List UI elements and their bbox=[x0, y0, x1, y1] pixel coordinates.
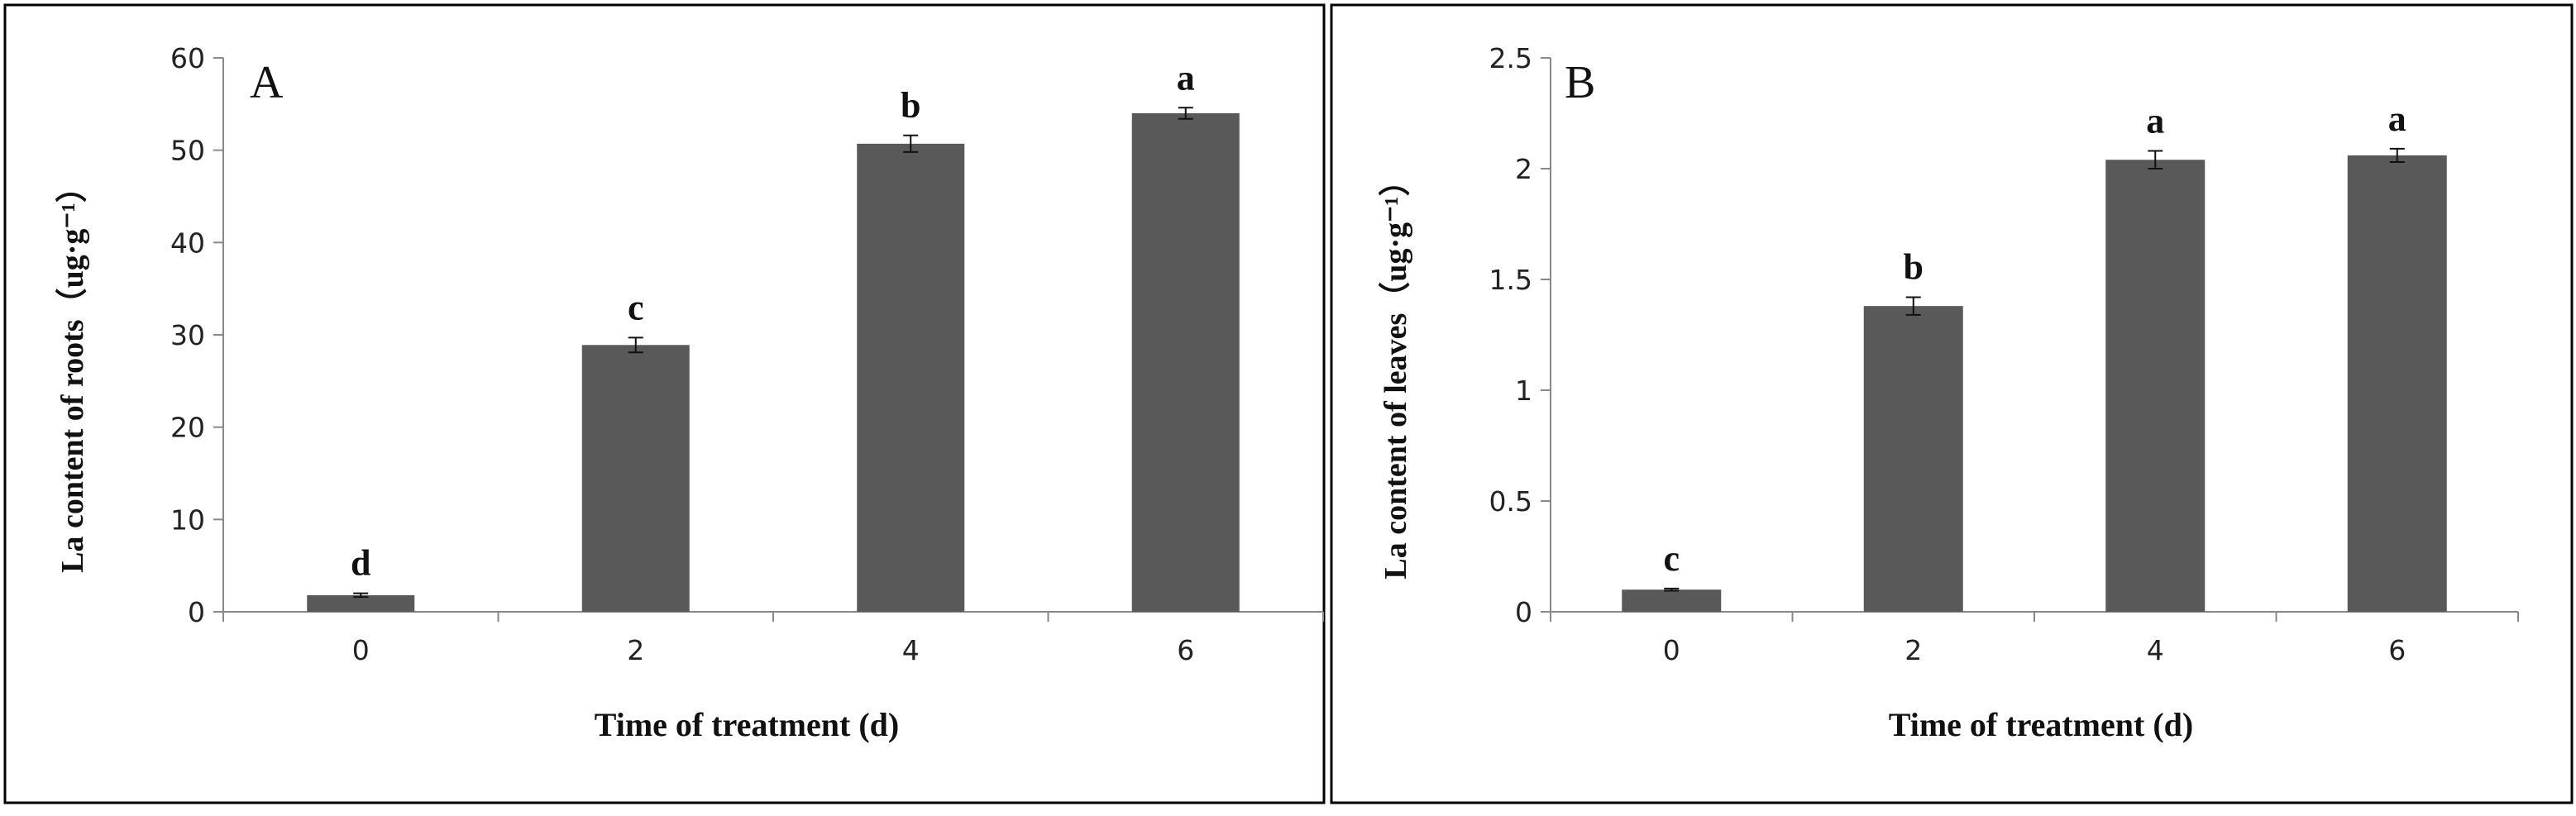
y-tick-label: 20 bbox=[170, 412, 205, 444]
x-tick-label: 0 bbox=[1663, 634, 1680, 666]
bar bbox=[1622, 589, 1722, 612]
panel-b-plot-area: 0 0.5 1 1.5 2 2.5 c 0 b 2 a 4 a 6 bbox=[1489, 42, 2519, 666]
significance-label: b bbox=[901, 85, 920, 126]
x-tick-label: 4 bbox=[2147, 634, 2164, 666]
y-tick-label: 30 bbox=[170, 319, 205, 351]
panel-b-y-axis-title: La content of leaves（ug·g⁻¹） bbox=[1379, 165, 1413, 579]
y-tick-label: 0 bbox=[188, 596, 205, 628]
bar bbox=[1131, 113, 1240, 612]
bar bbox=[581, 345, 690, 612]
panel-a-plot-area: 0 10 20 30 40 50 60 d 0 c 2 b 4 a 6 bbox=[170, 42, 1324, 666]
bar bbox=[857, 143, 965, 613]
y-tick-label: 60 bbox=[170, 42, 205, 74]
panel-a-letter: A bbox=[250, 57, 284, 108]
x-tick-label: 6 bbox=[1177, 634, 1194, 666]
significance-label: c bbox=[628, 287, 644, 327]
bar bbox=[2105, 160, 2206, 612]
x-tick-label: 2 bbox=[627, 634, 644, 666]
x-tick-label: 0 bbox=[352, 634, 370, 666]
y-tick-label: 40 bbox=[170, 227, 205, 259]
y-tick-label: 2 bbox=[1515, 153, 1532, 185]
significance-label: c bbox=[1663, 538, 1680, 579]
significance-label: a bbox=[1177, 57, 1195, 98]
significance-label: a bbox=[2388, 98, 2406, 139]
y-tick-label: 10 bbox=[170, 503, 205, 536]
panel-a-x-axis-title: Time of treatment (d) bbox=[595, 706, 899, 743]
bar bbox=[307, 594, 415, 612]
x-tick-label: 4 bbox=[902, 634, 920, 666]
panel-b-x-axis-title: Time of treatment (d) bbox=[1889, 706, 2193, 743]
y-tick-label: 2.5 bbox=[1489, 42, 1532, 74]
y-tick-label: 0 bbox=[1515, 596, 1532, 628]
significance-label: d bbox=[351, 543, 370, 584]
significance-label: a bbox=[2146, 101, 2164, 141]
bar bbox=[1863, 306, 1963, 612]
panel-b-letter: B bbox=[1565, 57, 1595, 108]
y-tick-label: 1.5 bbox=[1489, 264, 1532, 296]
y-tick-label: 1 bbox=[1515, 375, 1532, 407]
panel-b-frame bbox=[1330, 3, 2574, 804]
x-tick-label: 2 bbox=[1905, 634, 1922, 666]
panel-a-frame bbox=[3, 3, 1326, 804]
panel-b: B La content of leaves（ug·g⁻¹） Time of t… bbox=[1330, 3, 2574, 804]
y-tick-label: 50 bbox=[170, 135, 205, 167]
bar bbox=[2347, 155, 2447, 613]
panel-a-y-axis-title: La content of roots（ug·g⁻¹） bbox=[55, 171, 90, 573]
panel-a: A La content of roots（ug·g⁻¹） Time of tr… bbox=[3, 3, 1326, 804]
y-tick-label: 0.5 bbox=[1489, 485, 1532, 518]
x-tick-label: 6 bbox=[2388, 634, 2406, 666]
significance-label: b bbox=[1904, 246, 1924, 287]
